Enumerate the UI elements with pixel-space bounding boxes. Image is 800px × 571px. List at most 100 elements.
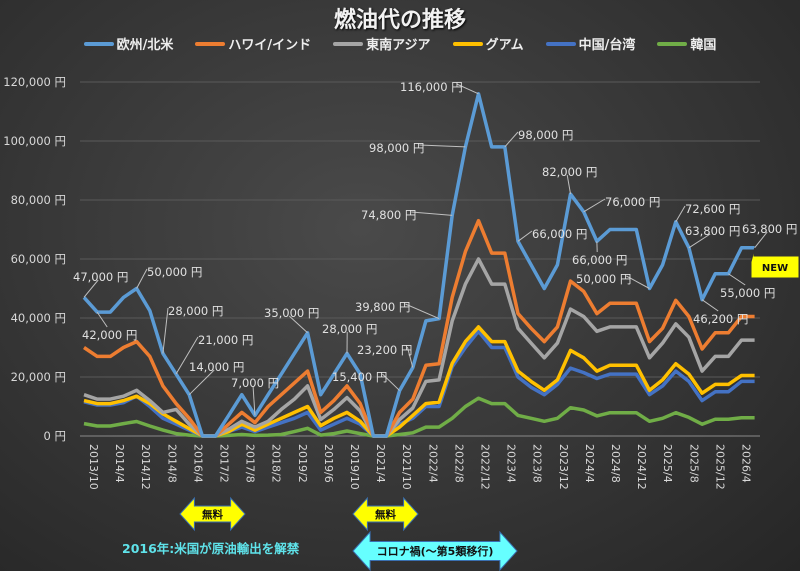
data-label: 50,000 円 <box>147 265 202 279</box>
annotation-leader <box>583 198 606 213</box>
data-label: 116,000 円 <box>400 80 463 94</box>
legend: 欧州/北米 ハワイ/インド 東南アジア グアム 中国/台湾 韓国 <box>0 34 800 53</box>
annotation-leader <box>83 279 99 298</box>
x-tick-label: 2017/8 <box>244 444 257 483</box>
annotation-leader <box>96 311 108 328</box>
double-arrow <box>352 530 518 571</box>
legend-item: 韓国 <box>657 34 716 53</box>
data-label: 28,000 円 <box>322 322 377 336</box>
y-tick-label: 40,000 円 <box>11 311 66 325</box>
legend-swatch <box>545 41 576 46</box>
x-tick-label: 2024/8 <box>609 444 622 483</box>
data-label: 15,400 円 <box>332 370 387 384</box>
legend-label: 中国/台湾 <box>578 38 636 53</box>
data-label: 47,000 円 <box>73 270 128 284</box>
series-line-6 <box>83 396 755 438</box>
legend-swatch <box>452 41 483 46</box>
data-label: 23,200 円 <box>357 343 412 357</box>
annotation-leader <box>382 373 400 391</box>
legend-item: ハワイ/インド <box>195 34 311 53</box>
legend-item: グアム <box>452 34 524 53</box>
data-label: 66,000 円 <box>532 227 587 241</box>
x-tick-label: 2019/2 <box>296 444 309 483</box>
y-tick-label: 100,000 円 <box>3 134 66 148</box>
x-tick-label: 2025/4 <box>661 444 674 483</box>
legend-item: 欧州/北米 <box>83 34 174 53</box>
data-label: 98,000 円 <box>518 128 573 142</box>
caption: 2016年:米国が原油輸出を解禁 <box>122 541 300 556</box>
data-label: 98,000 円 <box>369 141 424 155</box>
data-label: 66,000 円 <box>572 253 627 267</box>
legend-item: 東南アジア <box>333 34 431 53</box>
new-badge-label: NEW <box>762 263 788 274</box>
x-tick-label: 2021/10 <box>400 444 413 490</box>
data-label: 82,000 円 <box>542 165 597 179</box>
annotation-leader <box>406 346 414 368</box>
arrow-label: 無料 <box>202 508 223 521</box>
data-label: 35,000 円 <box>264 306 319 320</box>
annotation-leader <box>175 336 199 375</box>
annotation-leader <box>626 275 650 289</box>
new-badge <box>750 247 800 279</box>
legend-label: 東南アジア <box>366 38 431 53</box>
x-tick-label: 2022/8 <box>452 444 465 483</box>
y-tick-label: 20,000 円 <box>11 370 66 384</box>
data-label: 14,000 円 <box>189 360 244 374</box>
annotation-leader <box>566 174 572 195</box>
legend-swatch <box>83 41 114 46</box>
series-line-1 <box>82 92 755 438</box>
annotation-leader <box>252 385 256 416</box>
legend-label: ハワイ/インド <box>228 38 312 53</box>
y-tick-label: 60,000 円 <box>11 252 66 266</box>
x-tick-label: 2024/12 <box>635 444 648 490</box>
legend-label: 欧州/北米 <box>116 38 174 53</box>
x-tick-label: 2022/12 <box>479 444 492 490</box>
annotation-leader <box>162 307 169 354</box>
annotation-leader <box>504 131 519 148</box>
legend-swatch <box>657 41 688 46</box>
x-tick-label: 2014/8 <box>165 444 178 483</box>
data-label: 46,200 円 <box>693 312 748 326</box>
data-label: 55,000 円 <box>720 286 775 300</box>
annotation-leader <box>188 369 215 396</box>
x-tick-label: 2017/2 <box>218 444 231 483</box>
annotation-leader <box>419 144 466 148</box>
x-tick-label: 2022/4 <box>426 444 439 483</box>
x-tick-label: 2024/4 <box>583 444 596 483</box>
legend-swatch <box>333 41 364 46</box>
series-line-3 <box>83 257 755 438</box>
arrow-label: 無料 <box>375 508 396 521</box>
x-tick-label: 2021/4 <box>374 444 387 483</box>
data-label: 63,800 円 <box>685 224 740 238</box>
data-label: 74,800 円 <box>361 208 416 222</box>
legend-swatch <box>195 41 226 46</box>
x-tick-label: 2014/12 <box>139 444 152 490</box>
legend-label: グアム <box>485 38 524 53</box>
y-tick-label: 80,000 円 <box>11 193 66 207</box>
data-label: 63,800 円 <box>742 222 797 236</box>
annotation-leader <box>728 273 746 286</box>
data-label: 42,000 円 <box>82 328 137 342</box>
annotation-leader <box>688 233 711 249</box>
annotation-leader <box>701 299 719 312</box>
x-tick-label: 2018/2 <box>270 444 283 483</box>
y-tick-label: 120,000 円 <box>3 75 66 89</box>
legend-item: 中国/台湾 <box>545 34 636 53</box>
annotation-leader <box>675 205 686 223</box>
arrow-label: コロナ禍(～第5類移行) <box>377 544 494 558</box>
data-label: 50,000 円 <box>576 272 631 286</box>
annotation-leader <box>456 83 479 95</box>
x-tick-label: 2016/4 <box>191 444 204 483</box>
annotation-leader <box>517 230 533 242</box>
x-tick-label: 2025/8 <box>687 444 700 483</box>
annotation-leader <box>754 231 768 249</box>
series-line-2 <box>83 218 755 438</box>
x-tick-label: 2013/10 <box>87 444 100 490</box>
data-label: 76,000 円 <box>605 195 660 209</box>
double-arrow <box>352 496 419 532</box>
double-arrow <box>179 496 246 532</box>
x-tick-label: 2023/4 <box>505 444 518 483</box>
data-label: 21,000 円 <box>198 333 253 347</box>
annotation-leader <box>288 315 308 334</box>
